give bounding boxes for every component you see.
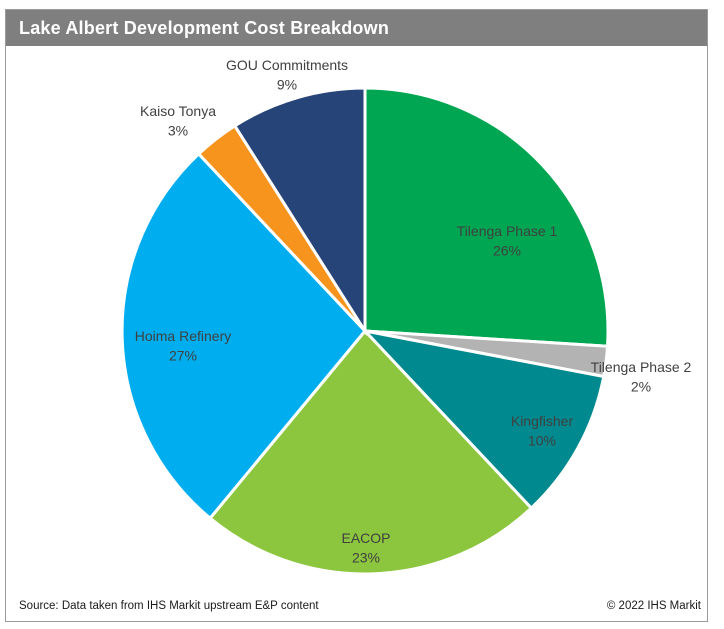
pie-label-kaiso-tonya: Kaiso Tonya 3% <box>140 103 216 139</box>
copyright-note: © 2022 IHS Markit <box>606 600 701 612</box>
pie-label-hoima-refinery: Hoima Refinery 27% <box>135 328 231 364</box>
pie-label-eacop: EACOP 23% <box>341 530 390 566</box>
source-note: Source: Data taken from IHS Markit upstr… <box>19 600 319 612</box>
pie-slice-eacop <box>207 328 534 576</box>
pie-slice-hoima-refinery <box>120 151 367 521</box>
pie-slice-tilenga-phase-1 <box>363 86 610 348</box>
pie-label-tilenga-phase-1: Tilenga Phase 1 26% <box>457 223 558 259</box>
pie-label-gou-commitments: GOU Commitments 9% <box>226 57 348 93</box>
pie-label-kingfisher: Kingfisher 10% <box>511 413 574 449</box>
pie-label-tilenga-phase-2: Tilenga Phase 2 2% <box>591 359 692 395</box>
title-bar: Lake Albert Development Cost Breakdown <box>6 10 707 46</box>
footer: Source: Data taken from IHS Markit upstr… <box>19 600 701 612</box>
pie-slice-gou-commitments <box>232 86 367 337</box>
pie-slice-kingfisher <box>360 328 606 511</box>
page-title: Lake Albert Development Cost Breakdown <box>19 17 390 38</box>
